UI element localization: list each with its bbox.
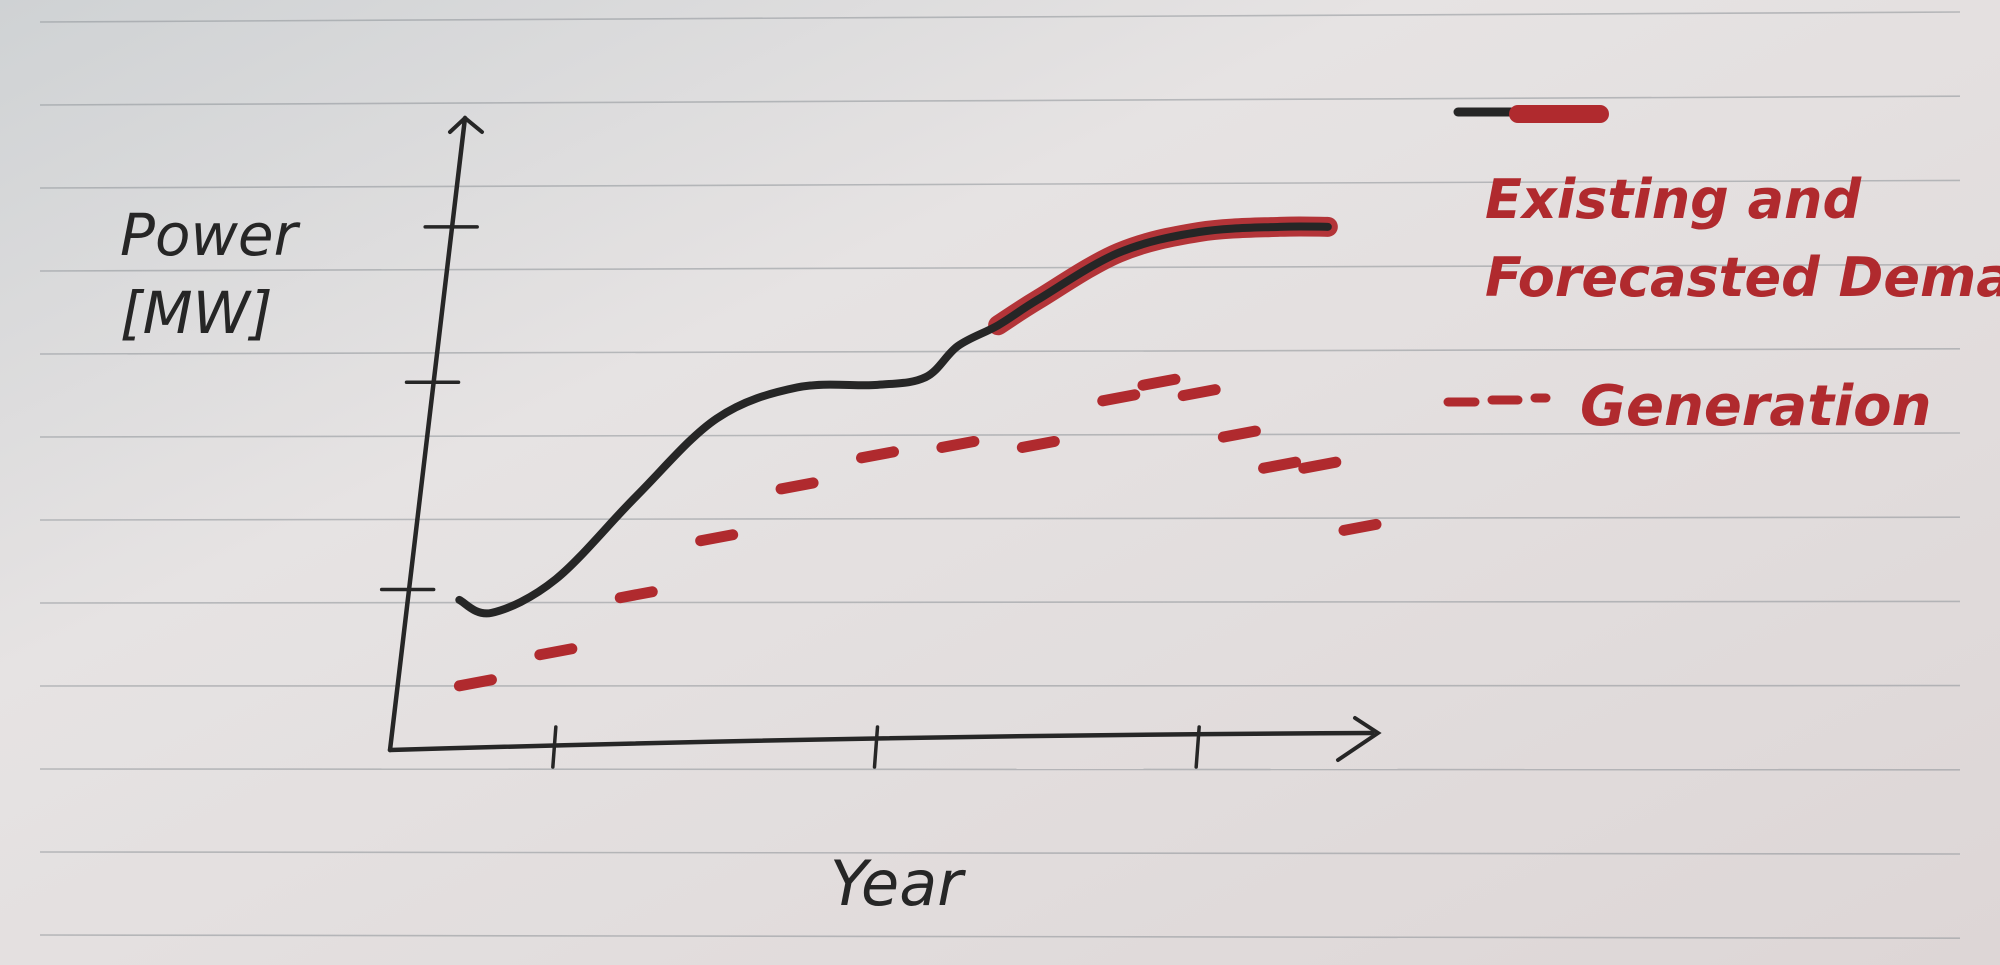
ruled-line: [39, 516, 1961, 521]
text-line: Existing and: [1485, 168, 1862, 231]
demand-series-line: [455, 222, 1332, 618]
generation-dash-point: [1097, 389, 1141, 407]
ruled-line: [39, 432, 1961, 438]
ruled-line: [39, 179, 1961, 189]
legend-generation-label: Generation: [1580, 374, 1932, 439]
y-axis-label: Power [MW]: [120, 201, 301, 347]
x-tick: [1194, 725, 1201, 769]
generation-dash-point: [453, 674, 497, 692]
legend-demand-label: Existing and Forecasted Demand: [1485, 168, 2000, 309]
generation-dash-point: [1258, 456, 1302, 474]
generation-dash-point: [695, 529, 739, 547]
x-tick: [872, 725, 880, 769]
text-line: [MW]: [120, 279, 273, 347]
x-axis-line: [387, 730, 1375, 753]
ruled-line: [39, 263, 1961, 272]
generation-dash-point: [856, 446, 899, 464]
ruled-line: [39, 11, 1961, 23]
generation-dash-point: [614, 586, 658, 604]
generation-dash-point: [534, 643, 578, 661]
legend: Existing and Forecasted Demand Generation: [1443, 105, 2000, 439]
legend-generation-swatch: [1443, 393, 1551, 407]
ruled-line: [39, 768, 1961, 771]
y-axis-arrowhead: [448, 115, 484, 134]
chart-series: [453, 216, 1382, 692]
ruled-line: [39, 95, 1961, 106]
generation-dash-point: [775, 477, 819, 495]
ruled-line: [39, 851, 1961, 855]
generation-dash-point: [1338, 518, 1382, 536]
generation-dash-point: [1298, 456, 1342, 474]
ruled-line: [39, 934, 1961, 940]
ruled-line: [39, 347, 1961, 355]
generation-dash-point: [936, 435, 980, 453]
notebook-rules: [39, 11, 1961, 940]
generation-dash-point: [1137, 373, 1181, 391]
generation-dash-point: [1016, 435, 1060, 453]
text-line: Forecasted Demand: [1485, 246, 2000, 309]
x-axis-arrowhead: [1336, 716, 1382, 762]
x-axis-label: Year: [830, 847, 966, 920]
generation-dash-point: [1177, 384, 1221, 402]
chart-axes: [379, 115, 1382, 769]
text-line: Power: [120, 201, 301, 269]
ruled-line: [39, 600, 1961, 604]
x-tick: [551, 725, 558, 769]
generation-dash-point: [1217, 425, 1261, 443]
y-axis-line: [387, 115, 468, 753]
